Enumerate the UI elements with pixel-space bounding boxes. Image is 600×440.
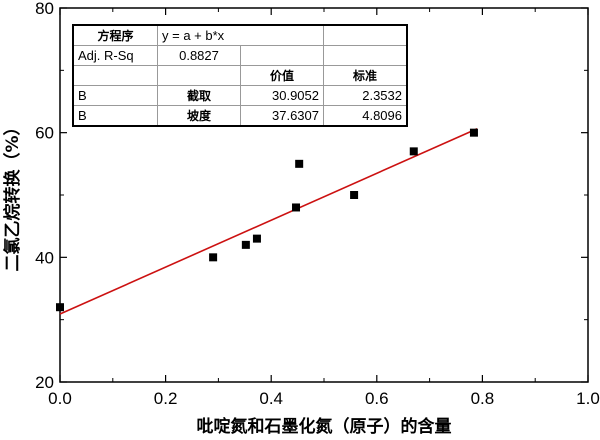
table-row: 价值 标准: [72, 65, 408, 86]
equation-value: y = a + b*x: [157, 24, 324, 46]
empty-cell: [157, 65, 241, 86]
empty-cell: [240, 45, 324, 66]
data-point: [469, 128, 478, 137]
data-point: [295, 159, 304, 168]
table-row: 方程序 y = a + b*x: [72, 24, 408, 46]
table-row: B 截取 30.9052 2.3532: [72, 85, 408, 106]
y-tick-label: 20: [35, 373, 54, 392]
empty-cell: [72, 65, 158, 86]
y-tick-label: 40: [35, 248, 54, 267]
fit-statistics-table: 方程序 y = a + b*x Adj. R-Sq 0.8827 价值 标准 B…: [72, 24, 408, 127]
data-point: [241, 240, 250, 249]
empty-cell: [323, 24, 408, 46]
x-tick-label: 0.8: [471, 389, 495, 408]
fit-line: [59, 127, 478, 315]
param-value: 30.9052: [240, 85, 324, 106]
adj-r-label: Adj. R-Sq: [72, 45, 158, 66]
x-tick-label: 1.0: [576, 389, 600, 408]
value-header: 价值: [240, 65, 324, 86]
y-tick-label: 80: [35, 0, 54, 18]
x-axis-label: 吡啶氮和石墨化氮（原子）的含量: [197, 416, 452, 437]
x-tick-label: 0.4: [259, 389, 283, 408]
row-name: B: [72, 105, 158, 127]
data-point: [252, 234, 261, 243]
y-tick-label: 60: [35, 124, 54, 143]
empty-cell: [323, 45, 408, 66]
adj-r-value: 0.8827: [157, 45, 241, 66]
param-name: 坡度: [157, 105, 241, 127]
equation-label: 方程序: [72, 24, 158, 46]
param-value: 37.6307: [240, 105, 324, 127]
param-name: 截取: [157, 85, 241, 106]
y-axis-label: 二氯乙烷转换（%）: [2, 118, 23, 271]
data-point: [350, 191, 359, 199]
table-row: B 坡度 37.6307 4.8096: [72, 105, 408, 127]
param-std: 4.8096: [323, 105, 408, 127]
std-header: 标准: [323, 65, 408, 86]
data-point: [292, 203, 301, 212]
table-row: Adj. R-Sq 0.8827: [72, 45, 408, 66]
x-tick-label: 0.6: [365, 389, 389, 408]
data-point: [209, 253, 218, 262]
x-tick-label: 0.0: [48, 389, 72, 408]
row-name: B: [72, 85, 158, 106]
x-tick-label: 0.2: [154, 389, 178, 408]
param-std: 2.3532: [323, 85, 408, 106]
data-point: [56, 303, 64, 312]
data-point: [409, 147, 418, 156]
